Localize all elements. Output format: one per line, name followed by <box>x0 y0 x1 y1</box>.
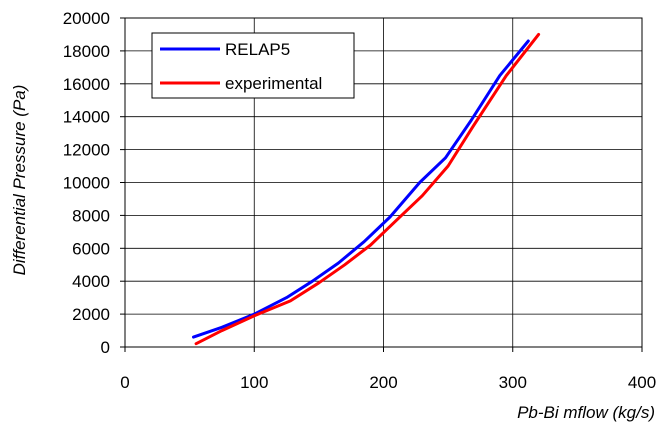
x-tick-label-1: 100 <box>240 373 268 392</box>
y-tick-label-3: 6000 <box>72 239 110 258</box>
x-tick-label-4: 400 <box>628 373 656 392</box>
x-tick-label-0: 0 <box>120 373 129 392</box>
y-tick-label-0: 0 <box>101 338 110 357</box>
series-layer <box>192 32 541 346</box>
y-tick-label-9: 18000 <box>63 42 110 61</box>
series-line-experimental <box>194 32 541 346</box>
legend-label-relap5: RELAP5 <box>225 40 290 59</box>
y-axis-ticks: 0 2000 4000 6000 8000 10000 12000 14000 16000 180… <box>63 9 125 357</box>
x-tick-label-2: 200 <box>369 373 397 392</box>
y-tick-label-7: 14000 <box>63 108 110 127</box>
x-axis-label: Pb-Bi mflow (kg/s) <box>517 403 655 422</box>
legend-label-experimental: experimental <box>225 74 322 93</box>
legend-box <box>151 32 355 99</box>
y-tick-label-1: 2000 <box>72 305 110 324</box>
x-axis-ticks: 0 100 200 300 400 <box>120 347 656 392</box>
x-tick-label-3: 300 <box>499 373 527 392</box>
y-tick-label-4: 8000 <box>72 206 110 225</box>
y-tick-label-6: 12000 <box>63 141 110 160</box>
y-tick-label-5: 10000 <box>63 174 110 193</box>
y-tick-label-10: 20000 <box>63 9 110 28</box>
y-tick-label-8: 16000 <box>63 75 110 94</box>
legend: RELAP5 experimental <box>151 32 355 99</box>
y-tick-label-2: 4000 <box>72 272 110 291</box>
y-axis-label: Differential Pressure (Pa) <box>10 85 29 276</box>
